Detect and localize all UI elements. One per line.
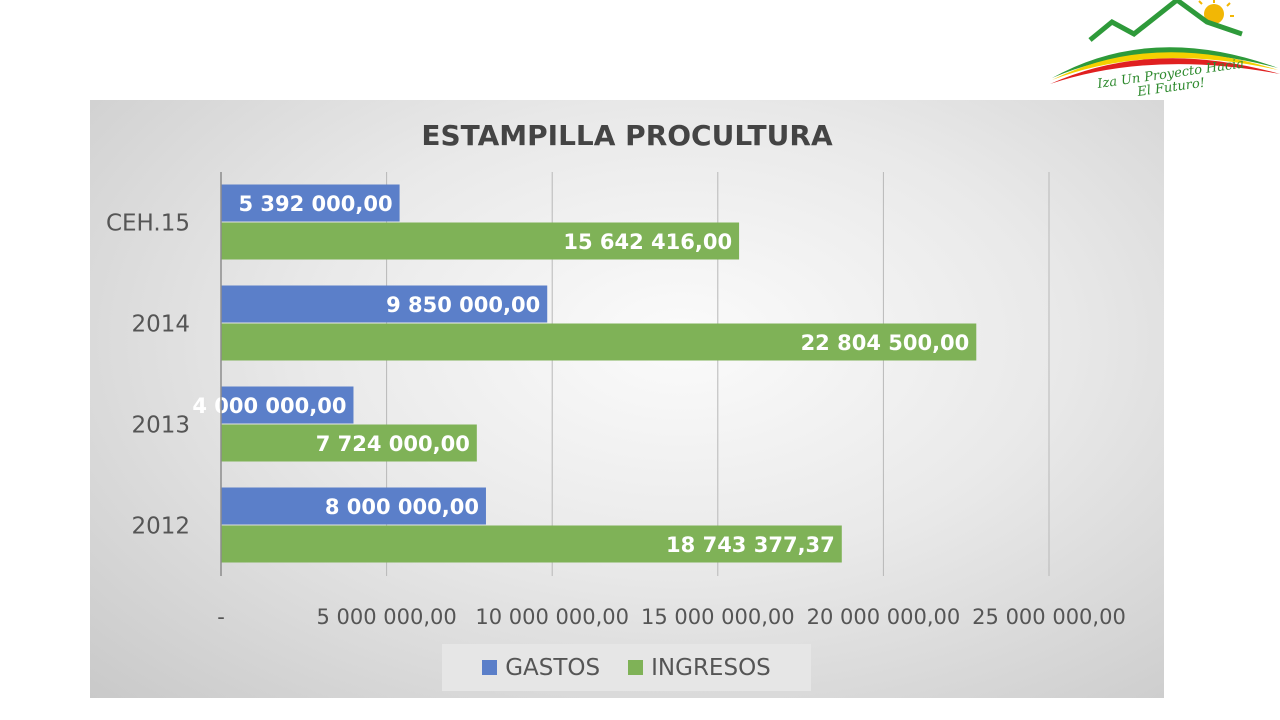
logo-mountain-outline bbox=[1088, 0, 1243, 42]
bar-ingresos bbox=[221, 424, 477, 462]
logo-sun bbox=[1204, 4, 1224, 24]
legend-swatch-ingresos bbox=[628, 660, 644, 675]
x-tick-label: 10 000 000,00 bbox=[475, 605, 629, 629]
x-tick-label: 5 000 000,00 bbox=[316, 605, 456, 629]
logo-stripe-yellow bbox=[1052, 52, 1278, 80]
data-label: 22 804 500,00 bbox=[801, 331, 970, 355]
legend-label-gastos: GASTOS bbox=[505, 654, 601, 681]
logo-stripe-red bbox=[1050, 58, 1280, 84]
bar-gastos bbox=[221, 184, 400, 222]
x-tick-label: 20 000 000,00 bbox=[807, 605, 961, 629]
legend-label-ingresos: INGRESOS bbox=[651, 654, 771, 681]
data-label: 5 392 000,00 bbox=[238, 192, 392, 216]
bar-chart: ESTAMPILLA PROCULTURA 8 000 000,00 18 743… bbox=[106, 119, 1126, 629]
bar-ingresos bbox=[221, 525, 842, 563]
logo-sun-rays bbox=[1198, 0, 1234, 17]
chart-title: ESTAMPILLA PROCULTURA bbox=[421, 119, 833, 152]
bar-ingresos bbox=[221, 323, 977, 361]
chart-panel: ESTAMPILLA PROCULTURA 8 000 000,00 18 743… bbox=[90, 100, 1164, 698]
logo-graphic: Iza Un Proyecto Hacia El Futuro! bbox=[1050, 0, 1280, 100]
legend-swatch-gastos bbox=[482, 660, 498, 675]
bar-gastos bbox=[221, 487, 486, 525]
axes: - 5 000 000,00 10 000 000,00 15 000 000,00 2… bbox=[106, 172, 1126, 629]
x-tick-label: 25 000 000,00 bbox=[972, 605, 1126, 629]
legend-item-ingresos: INGRESOS bbox=[628, 655, 771, 681]
logo-stripe-green bbox=[1052, 47, 1278, 78]
category-label: 2013 bbox=[131, 413, 190, 439]
x-tick-label: 15 000 000,00 bbox=[641, 605, 795, 629]
category-label: 2012 bbox=[131, 514, 190, 540]
bar-ingresos bbox=[221, 222, 740, 260]
data-label: 4 000 000,00 bbox=[192, 394, 346, 418]
category-label: CEH.15 bbox=[106, 211, 190, 237]
municipal-logo: Iza Un Proyecto Hacia El Futuro! bbox=[1042, 0, 1280, 102]
data-label: 18 743 377,37 bbox=[666, 533, 835, 557]
data-label: 8 000 000,00 bbox=[325, 495, 479, 519]
bars: 8 000 000,00 18 743 377,37 4 000 000,00 7 7… bbox=[192, 184, 977, 563]
legend-item-gastos: GASTOS bbox=[482, 655, 600, 681]
chart-legend: GASTOS INGRESOS bbox=[442, 644, 811, 691]
category-label: 2014 bbox=[131, 312, 190, 338]
x-tick-label: - bbox=[217, 605, 225, 629]
bar-gastos bbox=[221, 285, 548, 323]
data-label: 9 850 000,00 bbox=[386, 293, 540, 317]
data-label: 7 724 000,00 bbox=[316, 432, 470, 456]
bar-gastos bbox=[221, 386, 354, 424]
data-label: 15 642 416,00 bbox=[563, 230, 732, 254]
